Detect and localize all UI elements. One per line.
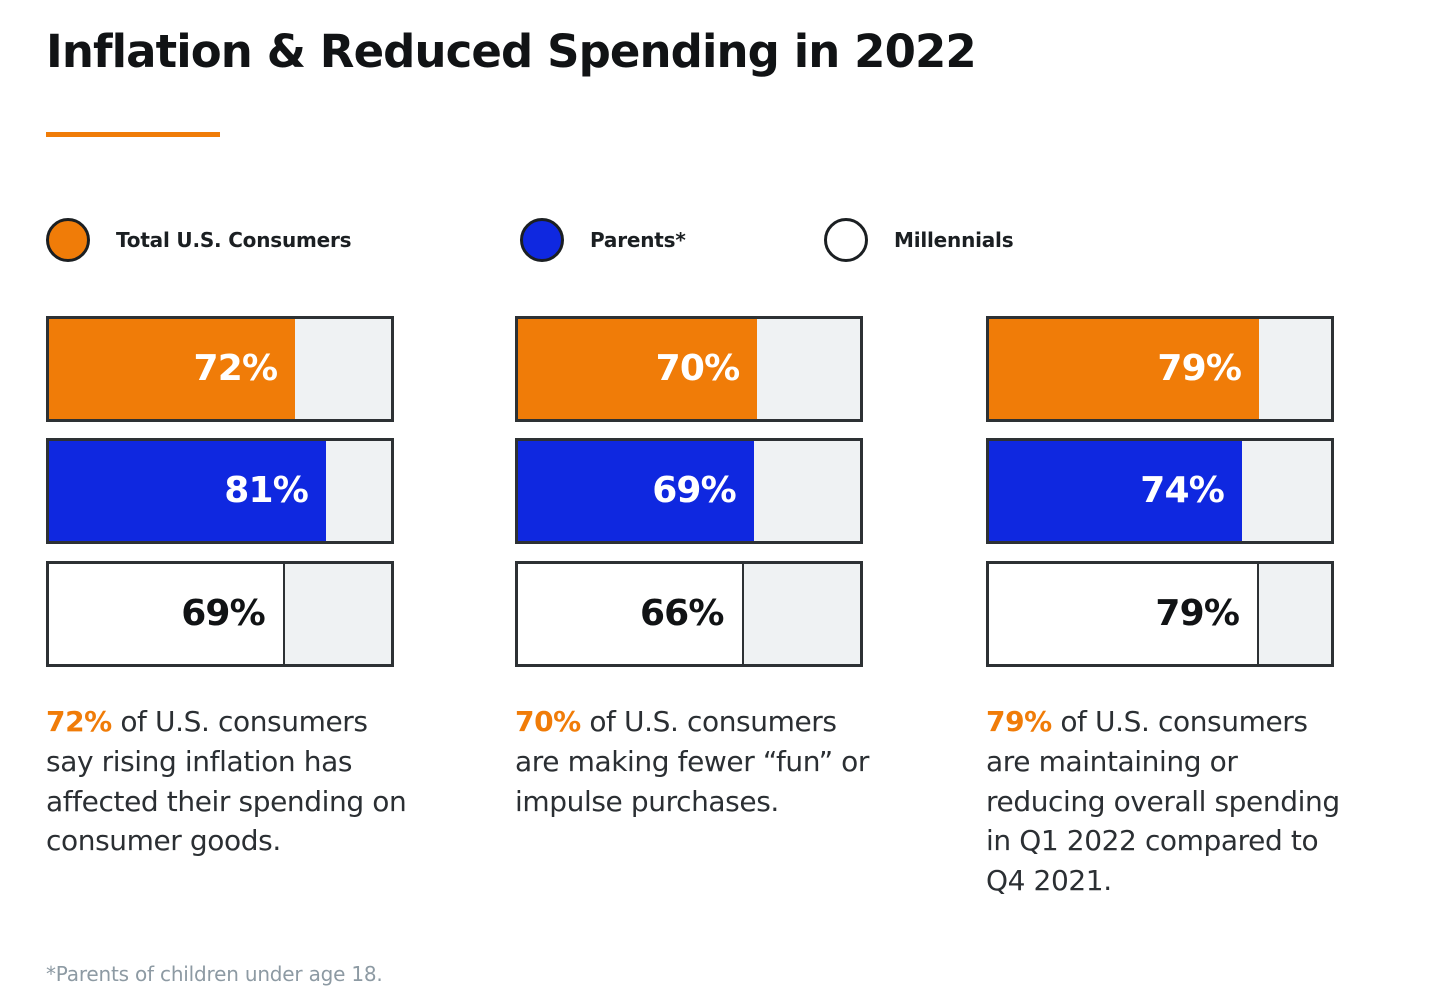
circle-icon xyxy=(824,218,868,262)
bar-value-label: 69% xyxy=(181,593,266,634)
bar-row: 66% xyxy=(515,561,863,667)
bar-value-label: 74% xyxy=(1140,470,1225,511)
bar-row: 72% xyxy=(46,316,394,422)
bar-value-label: 79% xyxy=(1155,593,1240,634)
bar-group-3: 79% 74% 79% xyxy=(986,316,1334,667)
title-block: Inflation & Reduced Spending in 2022 xyxy=(46,25,1386,137)
caption-text: of U.S. consumers are maintaining or red… xyxy=(986,705,1340,897)
legend-label: Millennials xyxy=(894,228,1014,252)
bar-fill-millennials: 79% xyxy=(989,564,1260,664)
legend-label: Parents* xyxy=(590,228,686,252)
circle-icon xyxy=(46,218,90,262)
circle-icon xyxy=(520,218,564,262)
footnote: *Parents of children under age 18. xyxy=(46,962,383,986)
caption-percent: 70% xyxy=(515,705,581,738)
bar-fill-total-us-consumers: 79% xyxy=(989,319,1260,419)
caption-percent: 79% xyxy=(986,705,1052,738)
legend-item-millennials: Millennials xyxy=(824,212,1014,268)
bar-value-label: 79% xyxy=(1157,348,1242,389)
caption-1: 72% of U.S. consumers say rising inflati… xyxy=(46,702,416,861)
legend-label: Total U.S. Consumers xyxy=(116,228,352,252)
bar-row: 79% xyxy=(986,316,1334,422)
bar-chart: 72% 81% 69% 70% xyxy=(46,316,1386,667)
caption-text: of U.S. consumers are making fewer “fun”… xyxy=(515,705,870,818)
bar-value-label: 69% xyxy=(652,470,737,511)
bar-row: 74% xyxy=(986,438,1334,544)
bar-row: 69% xyxy=(46,561,394,667)
bar-row: 79% xyxy=(986,561,1334,667)
caption-percent: 72% xyxy=(46,705,112,738)
caption-2: 70% of U.S. consumers are making fewer “… xyxy=(515,702,885,821)
caption-text: of U.S. consumers say rising inflation h… xyxy=(46,705,407,858)
bar-value-label: 72% xyxy=(193,348,278,389)
bar-fill-millennials: 69% xyxy=(49,564,285,664)
bar-group-2: 70% 69% 66% xyxy=(515,316,863,667)
bar-row: 81% xyxy=(46,438,394,544)
bar-fill-total-us-consumers: 72% xyxy=(49,319,296,419)
legend-item-total-us-consumers: Total U.S. Consumers xyxy=(46,212,352,268)
bar-row: 70% xyxy=(515,316,863,422)
caption-row: 72% of U.S. consumers say rising inflati… xyxy=(46,702,1386,942)
bar-group-1: 72% 81% 69% xyxy=(46,316,394,667)
bar-fill-millennials: 66% xyxy=(518,564,744,664)
bar-value-label: 66% xyxy=(639,593,725,634)
bar-value-label: 81% xyxy=(224,470,309,511)
bar-row: 69% xyxy=(515,438,863,544)
bar-fill-total-us-consumers: 70% xyxy=(518,319,758,419)
bar-fill-parents: 69% xyxy=(518,441,754,541)
page-title: Inflation & Reduced Spending in 2022 xyxy=(46,25,977,78)
bar-fill-parents: 74% xyxy=(989,441,1243,541)
legend-item-parents: Parents* xyxy=(520,212,686,268)
bar-value-label: 70% xyxy=(655,348,741,389)
bar-fill-parents: 81% xyxy=(49,441,327,541)
caption-3: 79% of U.S. consumers are maintaining or… xyxy=(986,702,1356,901)
chart-legend: Total U.S. Consumers Parents* Millennial… xyxy=(46,212,1386,268)
title-accent-rule xyxy=(46,132,220,137)
